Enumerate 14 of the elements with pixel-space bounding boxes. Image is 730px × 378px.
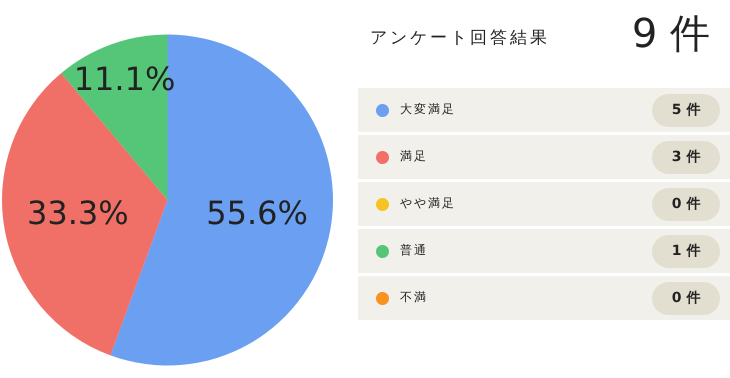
legend-label: 不満: [400, 289, 428, 306]
text: 0 件: [672, 196, 700, 212]
text: 0 件: [672, 290, 700, 306]
data-label: 33.3%: [27, 194, 129, 232]
text: 9 件: [632, 10, 710, 59]
legend-label: 大変満足: [400, 101, 456, 118]
legend-label: 普通: [400, 242, 428, 259]
text: 5 件: [672, 102, 700, 118]
data-label: 55.6%: [206, 194, 308, 232]
chart-title: アンケート回答結果: [370, 27, 550, 49]
legend-label: 満足: [400, 148, 428, 165]
legend-label: やや満足: [400, 195, 456, 212]
text: 3 件: [672, 149, 700, 165]
text: 1 件: [672, 243, 700, 259]
